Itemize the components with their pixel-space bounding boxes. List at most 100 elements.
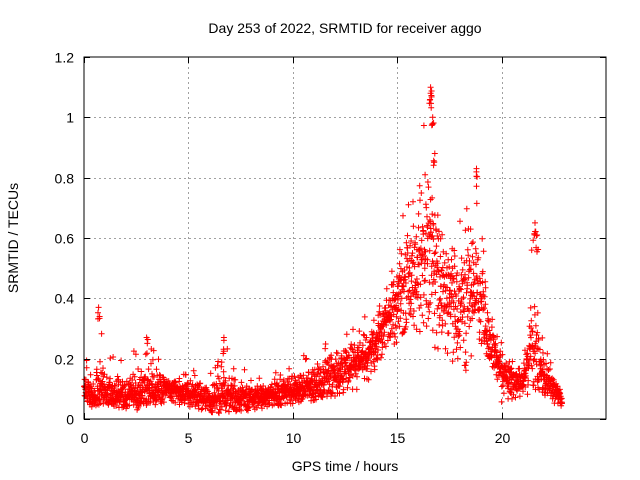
data-point (463, 205, 470, 212)
data-point (370, 317, 377, 324)
data-point (442, 345, 449, 352)
data-point (474, 173, 481, 180)
data-point (479, 268, 486, 275)
data-point (300, 352, 307, 359)
data-point (387, 316, 394, 323)
data-point (473, 183, 480, 190)
data-point (209, 409, 216, 416)
data-point (220, 346, 227, 353)
data-point (534, 309, 541, 316)
data-point (343, 331, 350, 338)
data-point (428, 104, 435, 111)
data-point (396, 323, 403, 330)
data-point (475, 254, 482, 261)
data-point (407, 242, 414, 249)
data-point (346, 352, 352, 359)
data-point (418, 237, 425, 244)
data-point (286, 365, 293, 372)
data-point (458, 299, 465, 306)
data-point (467, 266, 474, 273)
data-point (371, 349, 378, 356)
data-point (442, 304, 449, 311)
data-point (148, 360, 154, 367)
data-point (459, 266, 466, 273)
data-point (93, 366, 100, 373)
data-point (291, 373, 298, 380)
data-point (182, 371, 189, 378)
data-point (130, 348, 137, 355)
data-point (405, 201, 412, 208)
data-point (451, 263, 458, 270)
data-point (365, 376, 372, 383)
data-point (382, 343, 389, 350)
data-point (453, 272, 460, 279)
chart-title: Day 253 of 2022, SRMTID for receiver agg… (208, 20, 481, 36)
data-point (486, 344, 492, 350)
data-point (393, 324, 400, 331)
data-point (153, 397, 160, 404)
data-point (462, 349, 469, 356)
data-point (467, 295, 474, 302)
data-point (439, 317, 446, 324)
data-point (189, 401, 196, 408)
data-point (218, 359, 225, 366)
data-point (460, 294, 467, 301)
data-point (524, 391, 531, 398)
y-tick-label: 0.6 (55, 231, 75, 247)
data-point (461, 276, 467, 283)
data-point (480, 288, 487, 295)
data-point (481, 293, 488, 300)
data-point (97, 400, 104, 406)
data-point (369, 331, 376, 338)
data-point (272, 369, 279, 376)
data-point (525, 377, 532, 384)
data-point (532, 219, 538, 226)
data-point (392, 333, 399, 340)
data-point (432, 249, 439, 256)
data-point (375, 347, 382, 353)
data-point (413, 288, 420, 295)
data-point (402, 323, 409, 330)
data-point (481, 305, 488, 312)
data-point (332, 356, 339, 363)
data-point (142, 351, 149, 358)
data-point (426, 308, 433, 315)
data-point (409, 260, 416, 267)
y-tick-label: 0.2 (55, 352, 75, 368)
data-point (437, 295, 444, 302)
data-point (376, 308, 383, 315)
data-point (144, 350, 150, 357)
data-point (445, 271, 452, 278)
data-point (342, 348, 349, 355)
data-point (529, 328, 536, 335)
data-point (314, 361, 321, 367)
data-point (435, 345, 441, 352)
data-point (401, 329, 408, 336)
y-axis-label: SRMTID / TECUs (5, 183, 21, 293)
data-point (150, 347, 157, 354)
data-point (462, 362, 469, 369)
data-point (557, 390, 564, 397)
data-point (216, 375, 222, 382)
data-point (498, 398, 505, 405)
data-point (378, 336, 385, 343)
data-point (451, 253, 458, 259)
data-point (88, 385, 95, 392)
data-point (427, 299, 434, 306)
data-point (126, 402, 133, 409)
data-point (386, 317, 393, 324)
data-point (284, 399, 291, 406)
data-point (426, 100, 433, 107)
data-point (434, 264, 441, 271)
data-point (399, 282, 406, 289)
data-point (303, 355, 310, 362)
data-point (386, 333, 393, 340)
data-point (469, 315, 476, 322)
data-point (408, 300, 415, 307)
data-point (149, 356, 156, 363)
data-point (420, 231, 427, 238)
data-point (98, 330, 105, 337)
data-point (450, 276, 457, 282)
data-point (436, 228, 442, 235)
data-point (259, 405, 265, 412)
